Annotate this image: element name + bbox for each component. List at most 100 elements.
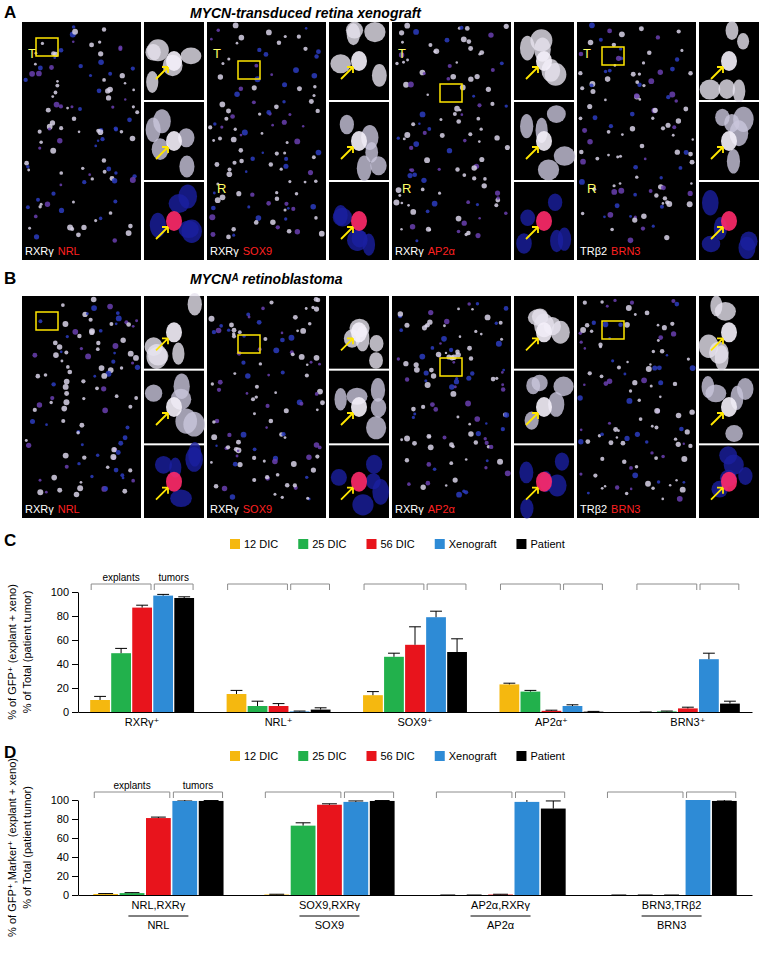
cell-nucleus	[54, 91, 58, 95]
cell-nucleus	[269, 162, 273, 166]
cell-nucleus	[408, 82, 414, 88]
micrograph	[22, 22, 141, 260]
cell-nucleus	[287, 207, 290, 210]
cell-nucleus	[466, 376, 471, 381]
cell-nucleus	[419, 354, 425, 360]
arrow	[156, 227, 168, 239]
cell-nucleus	[420, 112, 426, 118]
cell-nucleus	[580, 159, 586, 165]
inset-cell	[185, 447, 203, 472]
inset	[144, 182, 204, 260]
stain-label: AP2α	[428, 503, 456, 515]
cell-nucleus	[633, 193, 637, 197]
cell-nucleus	[227, 57, 230, 60]
cell-nucleus	[308, 322, 312, 326]
bar	[172, 801, 197, 895]
cell-nucleus	[641, 377, 647, 383]
cell-nucleus	[122, 476, 125, 479]
cell-nucleus	[306, 363, 309, 366]
bar	[541, 809, 566, 895]
cell-nucleus	[118, 46, 122, 50]
cell-nucleus	[676, 442, 681, 447]
cell-nucleus	[599, 38, 603, 42]
cell-nucleus	[401, 41, 404, 44]
inset-cell	[702, 376, 715, 398]
cell-nucleus	[297, 35, 301, 39]
cell-nucleus	[679, 427, 684, 432]
arrow	[526, 338, 538, 350]
cell-nucleus	[78, 64, 82, 68]
cell-nucleus	[412, 416, 415, 419]
x-tick-label: AP2α⁺	[535, 716, 568, 728]
cell-nucleus	[45, 423, 48, 426]
legend-label: 12 DIC	[244, 750, 278, 762]
cell-nucleus	[630, 301, 634, 305]
cell-nucleus	[580, 428, 583, 431]
error-bar	[440, 895, 455, 896]
cell-nucleus	[688, 191, 693, 196]
cell-nucleus	[587, 492, 590, 495]
cell-nucleus	[255, 395, 258, 398]
cell-nucleus	[433, 407, 438, 412]
cell-nucleus	[619, 155, 622, 158]
cell-nucleus	[130, 136, 136, 142]
stain-label: BRN3	[611, 503, 640, 515]
cell-nucleus	[106, 167, 111, 172]
cell-nucleus	[306, 454, 311, 459]
cell-nucleus	[672, 134, 675, 137]
cell-nucleus	[209, 316, 215, 322]
y-tick-label: 0	[63, 889, 69, 901]
cell-nucleus	[496, 341, 502, 347]
cell-nucleus	[216, 328, 222, 334]
legend-swatch	[230, 539, 240, 549]
cell-nucleus	[49, 401, 52, 404]
stain-label: NRL	[58, 245, 80, 257]
cell-nucleus	[72, 329, 78, 335]
arrow	[711, 227, 723, 239]
cell-nucleus	[112, 178, 117, 183]
cell-nucleus	[212, 330, 216, 334]
cell-nucleus	[214, 162, 219, 167]
cell-nucleus	[64, 379, 70, 385]
cell-nucleus	[482, 183, 487, 188]
cell-nucleus	[50, 396, 54, 400]
cell-nucleus	[429, 368, 434, 373]
cell-nucleus	[309, 99, 314, 104]
cell-nucleus	[53, 341, 58, 346]
legend-swatch	[367, 539, 377, 549]
inset-cell	[520, 114, 533, 138]
cell-nucleus	[97, 139, 100, 142]
cell-nucleus	[404, 132, 410, 138]
cell-nucleus	[219, 324, 223, 328]
cell-nucleus	[48, 127, 51, 130]
image-panel: TRβ2BRN3TR	[577, 21, 759, 260]
cell-nucleus	[120, 337, 125, 342]
cell-nucleus	[132, 89, 135, 92]
cell-nucleus	[666, 123, 671, 128]
x-tick-label: NRL⁺	[265, 716, 293, 728]
error-bar	[115, 648, 127, 653]
cell-nucleus	[38, 146, 41, 149]
cell-nucleus	[62, 321, 68, 327]
bar	[686, 800, 711, 895]
cell-nucleus	[635, 175, 638, 178]
cell-nucleus	[601, 487, 604, 490]
cell-nucleus	[476, 431, 481, 436]
cell-nucleus	[583, 301, 587, 305]
cell-nucleus	[403, 361, 408, 366]
cell-nucleus	[661, 185, 666, 190]
inset-cell	[147, 39, 169, 61]
cell-nucleus	[24, 161, 29, 166]
cell-nucleus	[489, 445, 493, 449]
error-bar	[409, 627, 421, 645]
cell-nucleus	[124, 82, 127, 85]
cell-nucleus	[251, 397, 255, 401]
cell-nucleus	[115, 394, 119, 398]
cell-nucleus	[291, 461, 297, 467]
stain-label: BRN3	[611, 245, 640, 257]
error-bar	[269, 894, 284, 895]
cell-nucleus	[666, 201, 672, 207]
cell-nucleus	[479, 157, 484, 162]
error-bar	[638, 895, 653, 896]
cell-nucleus	[213, 192, 216, 195]
